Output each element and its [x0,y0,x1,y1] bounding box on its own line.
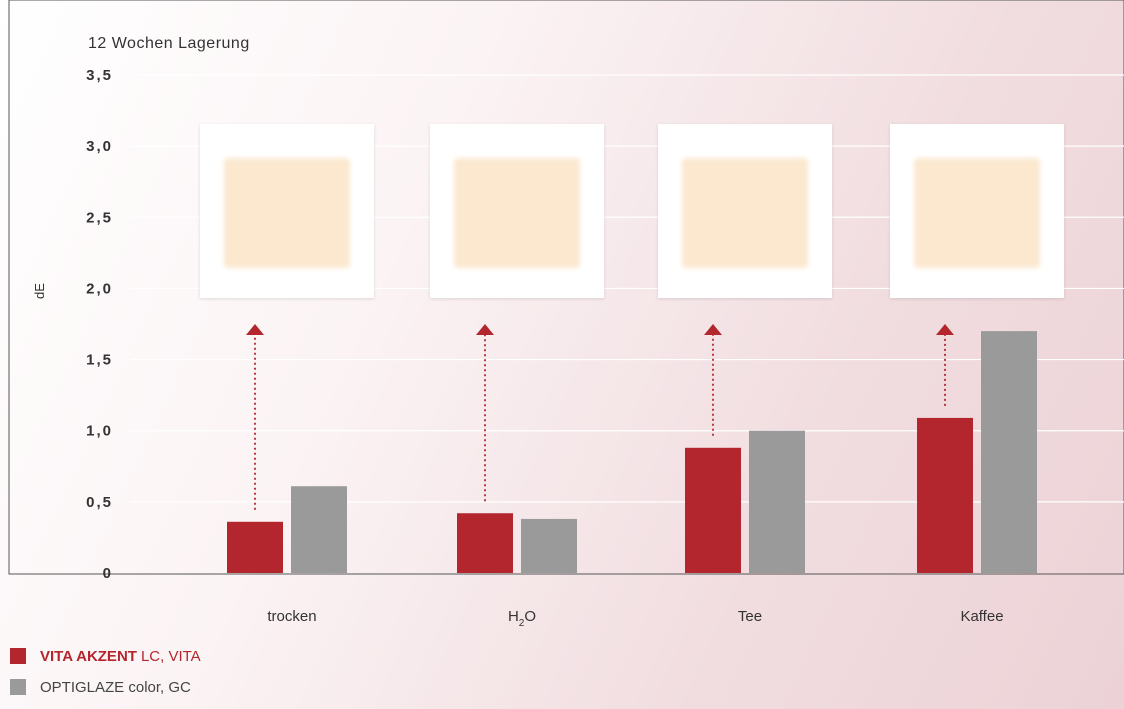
plot-frame [8,0,1124,575]
sample-swatch [914,158,1040,268]
bar-vita-1 [457,513,513,573]
legend-text-optiglaze: OPTIGLAZE color, GC [40,678,191,696]
legend-swatch-optiglaze [10,679,26,695]
sample-swatch [454,158,580,268]
arrows [246,324,954,510]
chart-title: 12 Wochen Lagerung [88,35,250,52]
y-tick-label: 1,5 [86,352,113,369]
sample-swatch [682,158,808,268]
x-category-label: H2O [508,608,536,629]
sample-images [200,124,1064,298]
sample-swatch [224,158,350,268]
x-category-label: trocken [267,608,316,625]
y-tick-label: 3,5 [86,67,113,84]
y-axis-label: dE [32,283,47,299]
y-tick-label: 2,0 [86,280,113,297]
y-tick-label: 1,0 [86,423,113,440]
sample-image-0 [200,124,374,298]
x-category-label: Tee [738,608,762,625]
legend: VITA AKZENT LC, VITA OPTIGLAZE color, GC [10,646,201,708]
legend-text-vita: LC, VITA [140,647,201,665]
legend-brand-vita: VITA AKZENT [40,647,137,665]
bar-optiglaze-0 [291,486,347,573]
x-category-label: Kaffee [960,608,1003,625]
x-axis-categories: trocken H2O Tee Kaffee [267,608,1003,629]
y-tick-label: 0,5 [86,494,113,511]
bars [227,331,1037,573]
bar-optiglaze-3 [981,331,1037,573]
y-tick-label: 3,0 [86,138,113,155]
bar-optiglaze-1 [521,518,577,573]
sample-image-2 [658,124,832,298]
bar-vita-2 [685,447,741,573]
bar-vita-0 [227,521,283,573]
y-tick-label: 0 [103,565,113,582]
bar-optiglaze-2 [749,430,805,573]
arrow-head [936,324,954,335]
arrow-head [246,324,264,335]
y-tick-label: 2,5 [86,209,113,226]
legend-item-optiglaze: OPTIGLAZE color, GC [10,677,201,697]
arrow-head [476,324,494,335]
sample-image-1 [430,124,604,298]
bar-vita-3 [917,417,973,573]
arrow-head [704,324,722,335]
legend-item-vita: VITA AKZENT LC, VITA [10,646,201,666]
legend-swatch-vita [10,648,26,664]
sample-image-3 [890,124,1064,298]
y-axis-ticks: 0 0,5 1,0 1,5 2,0 2,5 3,0 3,5 [86,67,113,582]
